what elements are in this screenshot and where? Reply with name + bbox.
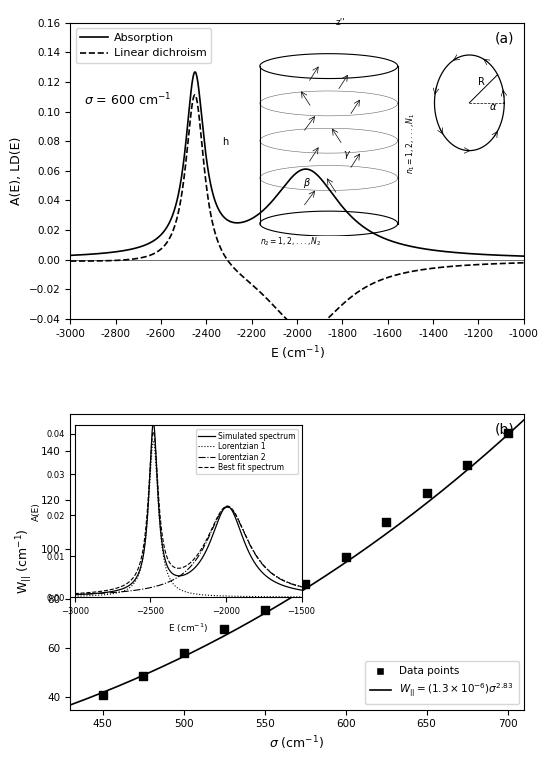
Point (301, 578, 309, 590)
Text: (b): (b) (495, 423, 515, 436)
Linear dichroism (192, 90, 198, 99)
Point (503, 427, 512, 439)
Line: Linear dichroism: Linear dichroism (70, 95, 524, 330)
Point (463, 459, 471, 472)
Text: $\sigma$ = 600 cm$^{-1}$: $\sigma$ = 600 cm$^{-1}$ (84, 92, 171, 109)
Absorption (261, 205, 267, 214)
Linear dichroism (261, 291, 267, 301)
Linear dichroism (463, 261, 470, 270)
Linear dichroism (303, 326, 310, 335)
Linear dichroism (119, 256, 125, 265)
Absorption (512, 251, 518, 260)
X-axis label: $\sigma$ (cm$^{-1}$): $\sigma$ (cm$^{-1}$) (269, 735, 325, 752)
Absorption (146, 239, 152, 248)
Absorption (119, 246, 125, 256)
X-axis label: E (cm$^{-1}$): E (cm$^{-1}$) (269, 344, 325, 362)
Linear dichroism (521, 258, 527, 267)
Point (220, 623, 228, 636)
Line: Absorption: Absorption (70, 72, 524, 256)
Absorption (521, 252, 527, 261)
Point (139, 670, 147, 682)
Legend: Absorption, Linear dichroism: Absorption, Linear dichroism (76, 28, 211, 63)
Linear dichroism (146, 251, 152, 260)
Linear dichroism (512, 259, 518, 268)
Linear dichroism (241, 273, 247, 282)
Y-axis label: W$_{||}$ (cm$^{-1}$): W$_{||}$ (cm$^{-1}$) (15, 529, 35, 594)
Point (98, 689, 107, 701)
Point (422, 487, 431, 499)
Legend: Data points, $W_{||}=(1.3\times10^{-6})\sigma^{2.83}$: Data points, $W_{||}=(1.3\times10^{-6})\… (364, 662, 518, 704)
Y-axis label: A(E), LD(E): A(E), LD(E) (10, 137, 23, 205)
Absorption (463, 249, 469, 258)
Linear dichroism (67, 256, 73, 266)
Absorption (67, 251, 73, 260)
Point (260, 604, 269, 616)
Point (341, 551, 350, 563)
Absorption (192, 67, 198, 76)
Text: (a): (a) (495, 32, 515, 46)
Point (382, 516, 390, 528)
Point (179, 647, 188, 659)
Absorption (241, 217, 247, 227)
